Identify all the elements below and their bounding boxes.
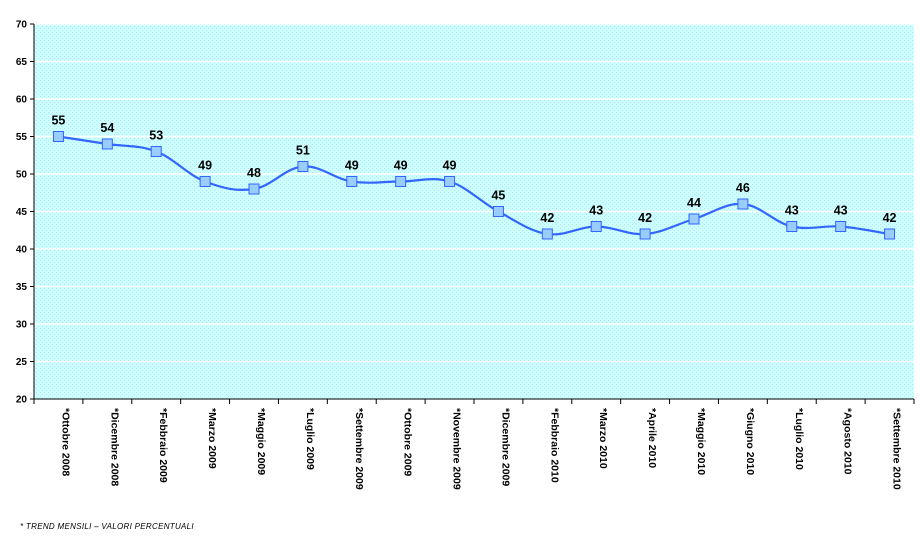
y-tick-label: 20 xyxy=(16,395,28,406)
data-point xyxy=(395,176,407,187)
data-label: 43 xyxy=(589,204,603,218)
footnote: * TREND MENSILI – VALORI PERCENTUALI xyxy=(20,522,194,531)
data-label: 42 xyxy=(540,211,554,225)
data-point xyxy=(884,228,896,240)
data-label: 44 xyxy=(687,196,701,210)
x-tick-label: *Luglio 2009 xyxy=(304,408,316,470)
data-point xyxy=(639,228,651,240)
y-tick-label: 30 xyxy=(16,320,28,331)
x-tick-label: *Giugno 2010 xyxy=(744,408,756,475)
y-tick-label: 65 xyxy=(16,57,28,68)
x-tick-label: *Agosto 2010 xyxy=(842,408,854,475)
y-tick-label: 55 xyxy=(16,132,28,143)
x-tick-label: *Marzo 2009 xyxy=(206,408,218,469)
data-label: 45 xyxy=(491,189,505,203)
y-tick-label: 25 xyxy=(16,357,28,368)
y-tick-label: 50 xyxy=(16,170,28,181)
y-tick-label: 40 xyxy=(16,245,28,256)
y-tick-label: 60 xyxy=(16,95,28,106)
y-tick-label: 35 xyxy=(16,282,28,293)
data-point xyxy=(346,176,358,187)
data-label: 55 xyxy=(51,114,65,128)
data-point xyxy=(541,228,553,240)
data-point xyxy=(248,183,260,195)
x-tick-label: *Dicembre 2008 xyxy=(108,408,120,486)
x-tick-label: *Marzo 2010 xyxy=(597,408,609,469)
x-tick-label: *Ottobre 2009 xyxy=(402,408,414,476)
x-tick-label: *Febbraio 2009 xyxy=(157,408,169,483)
data-point xyxy=(737,198,749,210)
data-point xyxy=(492,206,504,217)
data-label: 43 xyxy=(834,204,848,218)
x-tick-label: *Settembre 2009 xyxy=(353,408,365,490)
data-label: 43 xyxy=(785,204,799,218)
x-tick-label: *Aprile 2010 xyxy=(646,408,658,468)
data-point xyxy=(297,161,309,172)
data-point xyxy=(199,176,211,187)
x-tick-label: *Maggio 2009 xyxy=(255,408,267,475)
data-label: 54 xyxy=(100,121,114,135)
x-tick-label: *Febbraio 2010 xyxy=(548,408,560,483)
data-point xyxy=(835,221,847,232)
data-point xyxy=(786,221,798,232)
data-label: 51 xyxy=(296,144,310,158)
x-tick-label: *Novembre 2009 xyxy=(451,408,463,490)
x-tick-label: *Luglio 2010 xyxy=(793,408,805,470)
data-label: 46 xyxy=(736,181,750,195)
data-point xyxy=(444,176,456,187)
x-tick-label: *Dicembre 2009 xyxy=(499,408,511,486)
data-point xyxy=(688,213,700,225)
x-tick-label: *Settembre 2010 xyxy=(891,408,903,490)
data-label: 49 xyxy=(345,159,359,173)
x-tick-label: *Maggio 2010 xyxy=(695,408,707,475)
data-point xyxy=(150,146,162,157)
data-label: 49 xyxy=(198,159,212,173)
data-label: 48 xyxy=(247,166,261,180)
data-label: 53 xyxy=(149,129,163,143)
data-point xyxy=(590,221,602,232)
data-label: 42 xyxy=(883,211,897,225)
data-point xyxy=(52,131,64,142)
data-label: 49 xyxy=(394,159,408,173)
y-tick-label: 45 xyxy=(16,207,28,218)
data-label: 42 xyxy=(638,211,652,225)
y-tick-label: 70 xyxy=(16,20,28,31)
data-label: 49 xyxy=(443,159,457,173)
x-tick-label: *Ottobre 2008 xyxy=(59,408,71,476)
data-point xyxy=(101,138,113,150)
